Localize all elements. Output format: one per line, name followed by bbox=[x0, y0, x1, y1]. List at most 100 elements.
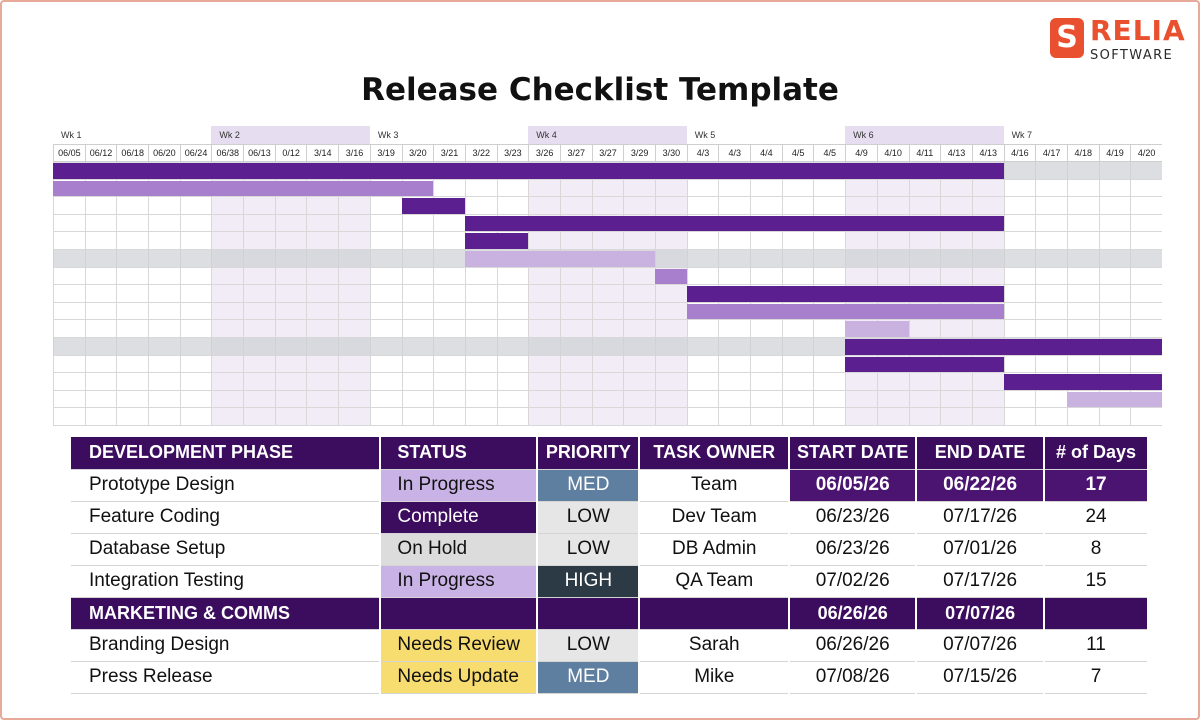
priority-cell[interactable]: LOW bbox=[537, 629, 641, 662]
start-date-cell[interactable]: 06/23/26 bbox=[789, 501, 918, 534]
owner-cell[interactable]: Sarah bbox=[639, 629, 791, 662]
gantt-row bbox=[53, 197, 1162, 215]
priority-cell[interactable]: MED bbox=[537, 469, 641, 502]
priority-cell[interactable]: HIGH bbox=[537, 565, 641, 598]
day-label: 3/30 bbox=[655, 145, 687, 162]
table-row[interactable]: Branding Design Needs Review LOW Sarah 06/26… bbox=[71, 629, 1149, 662]
days-cell[interactable]: 15 bbox=[1044, 565, 1149, 598]
phase-cell[interactable]: Integration Testing bbox=[71, 565, 382, 598]
gantt-bar[interactable] bbox=[686, 286, 1004, 302]
week-header-row: Wk 1 Wk 2 Wk 3 Wk 4 Wk 5 Wk 6 Wk 7 bbox=[53, 126, 1162, 144]
gantt-row bbox=[53, 391, 1162, 409]
table-row[interactable]: Integration Testing In Progress HIGH QA Tea… bbox=[71, 565, 1149, 598]
end-date-cell[interactable]: 07/01/26 bbox=[916, 533, 1046, 566]
start-date-cell[interactable]: 07/02/26 bbox=[789, 565, 918, 598]
owner-cell[interactable]: QA Team bbox=[639, 565, 791, 598]
days-cell[interactable]: 11 bbox=[1044, 629, 1149, 662]
col-header-end[interactable]: END DATE bbox=[916, 437, 1046, 470]
start-date-cell[interactable]: 07/08/26 bbox=[789, 661, 918, 694]
col-header-owner[interactable]: TASK OWNER bbox=[639, 437, 791, 470]
gantt-row bbox=[53, 303, 1162, 321]
table-row[interactable]: Prototype Design In Progress MED Team 06/05/… bbox=[71, 469, 1149, 502]
days-cell[interactable]: 24 bbox=[1044, 501, 1149, 534]
day-label: 3/27 bbox=[591, 145, 624, 162]
day-label: 06/24 bbox=[179, 145, 212, 162]
day-label: 3/29 bbox=[623, 145, 655, 162]
status-cell[interactable]: Complete bbox=[380, 501, 539, 534]
gantt-bar[interactable] bbox=[845, 321, 909, 337]
status-cell[interactable]: Needs Update bbox=[380, 661, 539, 694]
phase-cell[interactable]: Branding Design bbox=[71, 629, 382, 662]
days-cell[interactable]: 8 bbox=[1044, 533, 1149, 566]
priority-cell[interactable]: LOW bbox=[537, 501, 641, 534]
gantt-bar[interactable] bbox=[1003, 374, 1162, 390]
owner-cell[interactable]: DB Admin bbox=[639, 533, 791, 566]
gantt-bar[interactable] bbox=[53, 180, 434, 197]
grid-column bbox=[116, 162, 148, 426]
status-cell[interactable]: In Progress bbox=[380, 469, 539, 502]
week-label: Wk 6 bbox=[845, 126, 1004, 144]
start-date-cell[interactable]: 06/05/26 bbox=[789, 469, 918, 502]
gantt-bar[interactable] bbox=[464, 215, 1004, 232]
col-header-start[interactable]: START DATE bbox=[789, 437, 918, 470]
phase-cell[interactable]: Press Release bbox=[71, 661, 382, 694]
days-cell[interactable]: 7 bbox=[1044, 661, 1149, 694]
gantt-row bbox=[53, 373, 1162, 391]
end-date-cell[interactable]: 07/07/26 bbox=[916, 629, 1046, 662]
gantt-grid bbox=[53, 162, 1162, 426]
week-label: Wk 2 bbox=[211, 126, 370, 144]
start-date-cell[interactable]: 06/26/26 bbox=[789, 629, 918, 662]
priority-cell[interactable]: MED bbox=[537, 661, 641, 694]
section-row-marketing[interactable]: MARKETING & COMMS 06/26/26 07/07/26 bbox=[71, 597, 1149, 630]
section-owner-cell bbox=[639, 597, 791, 630]
gantt-bar[interactable] bbox=[845, 339, 1162, 355]
day-label: 3/26 bbox=[528, 145, 560, 162]
table-row[interactable]: Feature Coding Complete LOW Dev Team 06/23/2… bbox=[71, 501, 1149, 534]
day-label: 3/27 bbox=[559, 145, 592, 162]
end-date-cell[interactable]: 07/15/26 bbox=[916, 661, 1046, 694]
owner-cell[interactable]: Mike bbox=[639, 661, 791, 694]
phase-cell[interactable]: Feature Coding bbox=[71, 501, 382, 534]
grid-column bbox=[591, 162, 624, 426]
day-label: 3/23 bbox=[496, 145, 529, 162]
start-date-cell[interactable]: 06/23/26 bbox=[789, 533, 918, 566]
gantt-bar[interactable] bbox=[1066, 391, 1162, 408]
end-date-cell[interactable]: 06/22/26 bbox=[916, 469, 1046, 502]
phase-cell[interactable]: Database Setup bbox=[71, 533, 382, 566]
table-row[interactable]: Press Release Needs Update MED Mike 07/08/26… bbox=[71, 661, 1149, 694]
table-row[interactable]: Database Setup On Hold LOW DB Admin 06/23/26… bbox=[71, 533, 1149, 566]
priority-cell[interactable]: LOW bbox=[537, 533, 641, 566]
days-cell[interactable]: 17 bbox=[1044, 469, 1149, 502]
grid-column bbox=[243, 162, 275, 426]
end-date-cell[interactable]: 07/17/26 bbox=[916, 501, 1046, 534]
gantt-bar[interactable] bbox=[686, 303, 1004, 320]
end-date-cell[interactable]: 07/17/26 bbox=[916, 565, 1046, 598]
day-label: 06/12 bbox=[84, 145, 117, 162]
day-label: 3/14 bbox=[306, 145, 338, 162]
status-cell[interactable]: On Hold bbox=[380, 533, 539, 566]
gantt-bar[interactable] bbox=[845, 356, 1004, 373]
gantt-bar[interactable] bbox=[401, 198, 465, 214]
day-label: 3/16 bbox=[338, 145, 370, 162]
col-header-status[interactable]: STATUS bbox=[380, 437, 539, 470]
gantt-bar[interactable] bbox=[464, 251, 656, 267]
day-label: 4/13 bbox=[971, 145, 1004, 162]
phase-cell[interactable]: Prototype Design bbox=[71, 469, 382, 502]
gantt-bar[interactable] bbox=[53, 163, 1004, 179]
owner-cell[interactable]: Team bbox=[639, 469, 791, 502]
relia-software-logo[interactable]: S RELIA SOFTWARE bbox=[1050, 14, 1186, 63]
day-header-row: 06/05 06/12 06/18 06/20 06/24 06/38 06/13 0/12 3… bbox=[53, 144, 1162, 162]
gantt-bar[interactable] bbox=[464, 233, 529, 249]
status-cell[interactable]: Needs Review bbox=[380, 629, 539, 662]
grid-column bbox=[274, 162, 307, 426]
gantt-row bbox=[53, 408, 1162, 426]
owner-cell[interactable]: Dev Team bbox=[639, 501, 791, 534]
col-header-days[interactable]: # of Days bbox=[1044, 437, 1149, 470]
week-label: Wk 7 bbox=[1011, 130, 1033, 140]
col-header-priority[interactable]: PRIORITY bbox=[537, 437, 641, 470]
gantt-bar[interactable] bbox=[655, 268, 687, 285]
status-cell[interactable]: In Progress bbox=[380, 565, 539, 598]
col-header-phase[interactable]: DEVELOPMENT PHASE bbox=[71, 437, 382, 470]
day-label: 4/4 bbox=[750, 145, 782, 162]
day-label: 4/3 bbox=[686, 145, 719, 162]
